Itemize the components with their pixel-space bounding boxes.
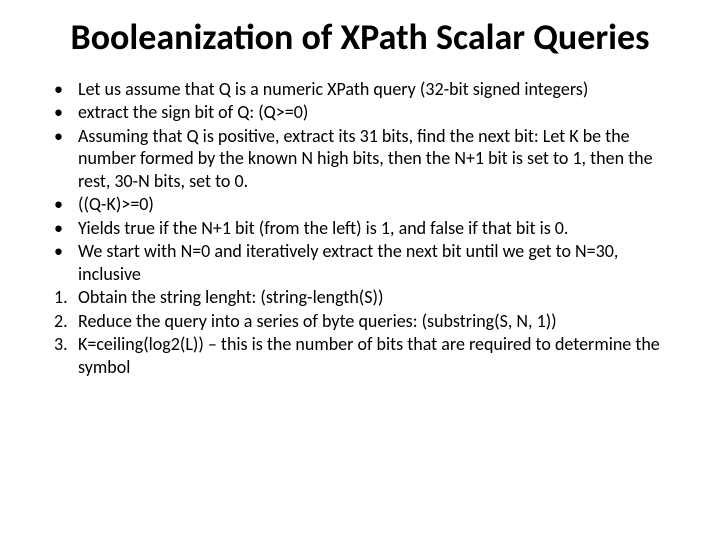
list-text: We start with N=0 and iteratively extrac… bbox=[78, 240, 618, 285]
number-marker: 1. bbox=[54, 286, 68, 309]
list-text: Assuming that Q is positive, extract its… bbox=[78, 125, 653, 192]
content-list: • Let us assume that Q is a numeric XPat… bbox=[40, 78, 680, 379]
list-item: • Assuming that Q is positive, extract i… bbox=[40, 125, 680, 193]
list-item: • Yields true if the N+1 bit (from the l… bbox=[40, 217, 680, 240]
bullet-marker: • bbox=[54, 217, 63, 240]
list-text: Yields true if the N+1 bit (from the lef… bbox=[78, 217, 568, 239]
list-text: ((Q-K)>=0) bbox=[78, 193, 154, 215]
bullet-marker: • bbox=[54, 78, 63, 101]
list-text: Obtain the string lenght: (string-length… bbox=[78, 286, 383, 308]
list-item: • Let us assume that Q is a numeric XPat… bbox=[40, 78, 680, 101]
number-marker: 3. bbox=[54, 333, 68, 356]
list-text: Let us assume that Q is a numeric XPath … bbox=[78, 78, 588, 100]
list-text: extract the sign bit of Q: (Q>=0) bbox=[78, 101, 308, 123]
list-item: • extract the sign bit of Q: (Q>=0) bbox=[40, 101, 680, 124]
bullet-marker: • bbox=[54, 240, 63, 263]
list-item: 3. K=ceiling(log2(L)) – this is the numb… bbox=[40, 333, 680, 378]
bullet-marker: • bbox=[54, 193, 63, 216]
bullet-marker: • bbox=[54, 101, 63, 124]
list-text: Reduce the query into a series of byte q… bbox=[78, 310, 557, 332]
number-marker: 2. bbox=[54, 310, 68, 333]
list-item: 2. Reduce the query into a series of byt… bbox=[40, 310, 680, 333]
slide-title: Booleanization of XPath Scalar Queries bbox=[40, 18, 680, 58]
list-item: • We start with N=0 and iteratively extr… bbox=[40, 240, 680, 285]
list-text: K=ceiling(log2(L)) – this is the number … bbox=[78, 333, 660, 378]
bullet-marker: • bbox=[54, 125, 63, 148]
list-item: • ((Q-K)>=0) bbox=[40, 193, 680, 216]
list-item: 1. Obtain the string lenght: (string-len… bbox=[40, 286, 680, 309]
